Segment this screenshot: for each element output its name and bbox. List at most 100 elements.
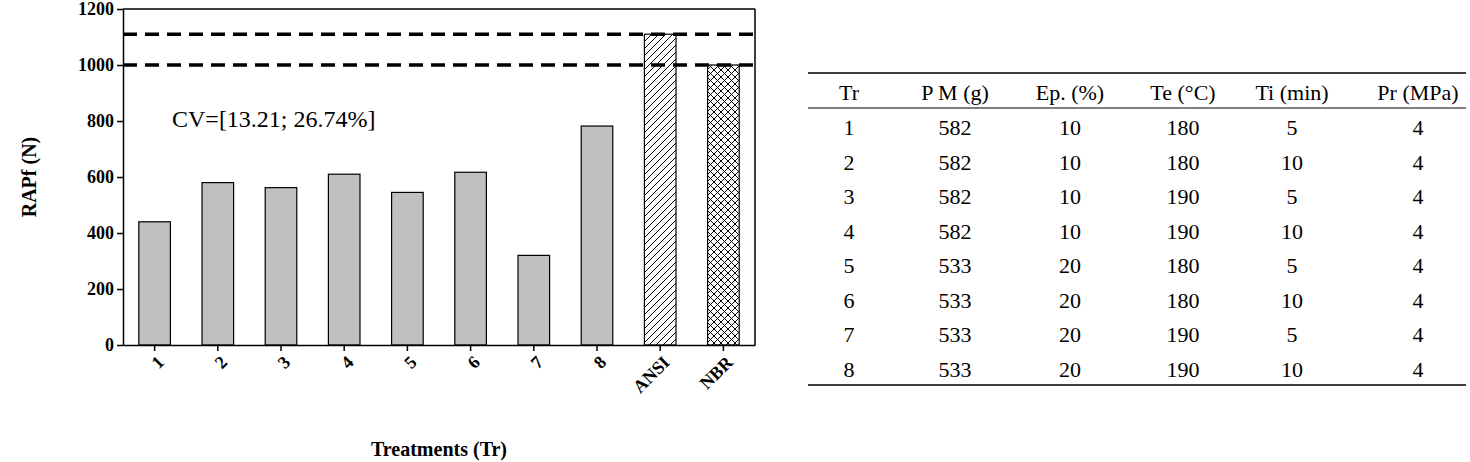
table-rule — [808, 72, 1466, 74]
table-cell: 8 — [844, 357, 855, 382]
table-header: Ti (min) — [1255, 80, 1328, 105]
table-header: Tr — [839, 80, 860, 105]
x-tick-mark — [533, 345, 535, 351]
table-cell: 190 — [1167, 219, 1200, 244]
x-tick: 6 — [463, 345, 484, 373]
x-tick-mark — [723, 345, 725, 351]
x-tick: 1 — [147, 345, 168, 373]
x-tick-mark — [659, 345, 661, 351]
y-tick: 400 — [87, 223, 123, 243]
x-tick-label: NBR — [696, 351, 738, 393]
table-cell: 10 — [1059, 150, 1081, 175]
x-tick-label: 5 — [400, 352, 421, 373]
table-cell: 2 — [844, 150, 855, 175]
x-tick: ANSI — [629, 345, 674, 397]
x-axis: 1 2 3 4 5 6 7 8 ANSI NBR — [124, 345, 756, 397]
table-cell: 10 — [1281, 357, 1303, 382]
table-rule — [808, 384, 1466, 386]
table-header: Pr (MPa) — [1377, 80, 1458, 105]
frame-right — [754, 9, 756, 345]
y-tick-label: 1200 — [78, 0, 114, 19]
table-cell: 5 — [1287, 184, 1298, 209]
x-tick-label: 3 — [274, 352, 295, 373]
table-cell: 5 — [1287, 115, 1298, 140]
y-tick: 200 — [87, 279, 123, 299]
x-tick-mark — [217, 345, 219, 351]
x-tick-mark — [596, 345, 598, 351]
x-tick: 4 — [337, 345, 358, 373]
table-cell: 7 — [844, 322, 855, 347]
x-tick: 7 — [527, 345, 548, 373]
y-tick-label: 600 — [87, 167, 114, 187]
x-tick: 3 — [274, 345, 295, 373]
reference-line — [123, 32, 755, 36]
x-axis-title: Treatments (Tr) — [371, 438, 507, 461]
x-tick: NBR — [696, 345, 738, 393]
table-cell: 180 — [1167, 253, 1200, 278]
table: TrP M (g)Ep. (%)Te (°C)Ti (min)Pr (MPa)1… — [808, 73, 1466, 385]
table-cell: 4 — [1413, 322, 1424, 347]
x-tick-label: 4 — [337, 352, 358, 373]
table-cell: 4 — [1413, 150, 1424, 175]
bar — [581, 126, 613, 345]
bar — [644, 34, 676, 345]
y-tick: 1200 — [78, 0, 123, 19]
table-cell: 20 — [1059, 322, 1081, 347]
table-cell: 10 — [1059, 115, 1081, 140]
x-tick: 5 — [400, 345, 421, 373]
y-tick-mark — [117, 9, 123, 11]
x-tick: 2 — [211, 345, 232, 373]
y-tick-label: 200 — [87, 279, 114, 299]
table-header: Te (°C) — [1150, 80, 1215, 105]
y-tick-label: 400 — [87, 223, 114, 243]
x-tick-label: 2 — [211, 352, 232, 373]
table-header: Ep. (%) — [1036, 80, 1104, 105]
x-tick-label: ANSI — [629, 352, 674, 397]
y-tick: 0 — [105, 335, 123, 355]
x-tick-label: 6 — [463, 352, 484, 373]
y-tick-mark — [117, 345, 123, 347]
table-cell: 582 — [939, 219, 972, 244]
plot-area — [123, 34, 755, 345]
bar — [328, 174, 360, 345]
bar — [139, 222, 171, 345]
table-cell: 4 — [1413, 253, 1424, 278]
table-cell: 20 — [1059, 288, 1081, 313]
y-tick-mark — [117, 177, 123, 179]
table-cell: 3 — [844, 184, 855, 209]
y-axis: 0 200 400 600 800 1000 1200 — [78, 0, 124, 355]
x-tick-mark — [154, 345, 156, 351]
y-axis-title: RAPf (N) — [18, 137, 41, 218]
y-tick-label: 800 — [87, 111, 114, 131]
y-tick-mark — [117, 233, 123, 235]
bar — [265, 188, 297, 345]
bar — [455, 172, 487, 345]
table-cell: 190 — [1167, 184, 1200, 209]
x-tick-mark — [343, 345, 345, 351]
y-tick-mark — [117, 65, 123, 67]
table-cell: 5 — [1287, 253, 1298, 278]
y-tick-label: 1000 — [78, 55, 114, 75]
y-tick-label: 0 — [105, 335, 114, 355]
table-cell: 4 — [1413, 115, 1424, 140]
reference-line — [123, 63, 755, 67]
table-cell: 10 — [1281, 219, 1303, 244]
table-cell: 5 — [844, 253, 855, 278]
table-cell: 190 — [1167, 322, 1200, 347]
table-cell: 1 — [844, 115, 855, 140]
y-tick-mark — [117, 289, 123, 291]
table-cell: 4 — [1413, 357, 1424, 382]
table-cell: 10 — [1059, 184, 1081, 209]
table-cell: 533 — [939, 253, 972, 278]
x-tick-label: 8 — [590, 352, 611, 373]
table-cell: 582 — [939, 115, 972, 140]
table-cell: 190 — [1167, 357, 1200, 382]
y-tick: 800 — [87, 111, 123, 131]
table-cell: 582 — [939, 184, 972, 209]
x-tick-mark — [280, 345, 282, 351]
table-rule — [808, 108, 1466, 109]
bar — [518, 255, 550, 345]
table-cell: 10 — [1281, 288, 1303, 313]
table-cell: 10 — [1059, 219, 1081, 244]
table-cell: 4 — [844, 219, 855, 244]
